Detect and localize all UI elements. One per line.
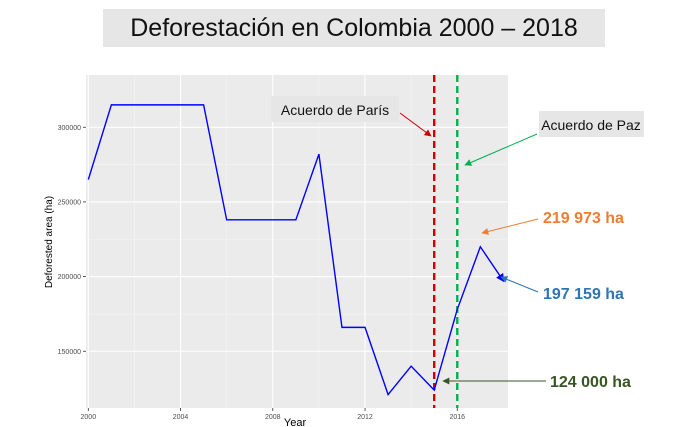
- y-tick-label: 150000: [58, 349, 81, 356]
- peace-agreement-arrow: [464, 133, 538, 166]
- y-axis-label: Deforested area (ha): [44, 196, 55, 288]
- reference-lines: [433, 75, 459, 408]
- annotation-2017-arrow: [481, 218, 539, 235]
- y-tick-label: 300000: [58, 125, 81, 132]
- x-tick-label: 2004: [173, 414, 189, 421]
- x-tick-label: 2012: [357, 414, 373, 421]
- y-tick-label: 250000: [58, 199, 81, 206]
- paris-agreement-label: Acuerdo de París: [281, 102, 389, 118]
- annotation-2018-arrow: [500, 276, 539, 293]
- data-points: [88, 104, 504, 395]
- plot-panel: [86, 75, 508, 408]
- chart-title: Deforestación en Colombia 2000 – 2018: [130, 13, 578, 42]
- x-tick-label: 2000: [81, 414, 97, 421]
- y-axis-ticks: 150000 200000 250000 300000: [58, 125, 86, 356]
- x-axis-label: Year: [284, 417, 307, 427]
- peace-agreement-label: Acuerdo de Paz: [541, 117, 641, 133]
- paris-agreement-arrow: [399, 112, 432, 137]
- annotation-2017-value: 219 973 ha: [543, 210, 624, 227]
- x-axis-ticks: 2000 2004 2008 2012 2016: [81, 408, 465, 421]
- annotation-2018-value: 197 159 ha: [543, 286, 624, 303]
- x-tick-label: 2008: [265, 414, 281, 421]
- annotation-2015-value: 124 000 ha: [550, 374, 631, 391]
- x-tick-label: 2016: [449, 414, 465, 421]
- peace-agreement-label-box: [539, 111, 644, 137]
- paris-agreement-label-box: [271, 96, 399, 122]
- chart-title-box: Deforestación en Colombia 2000 – 2018: [103, 9, 605, 47]
- y-tick-label: 200000: [58, 274, 81, 281]
